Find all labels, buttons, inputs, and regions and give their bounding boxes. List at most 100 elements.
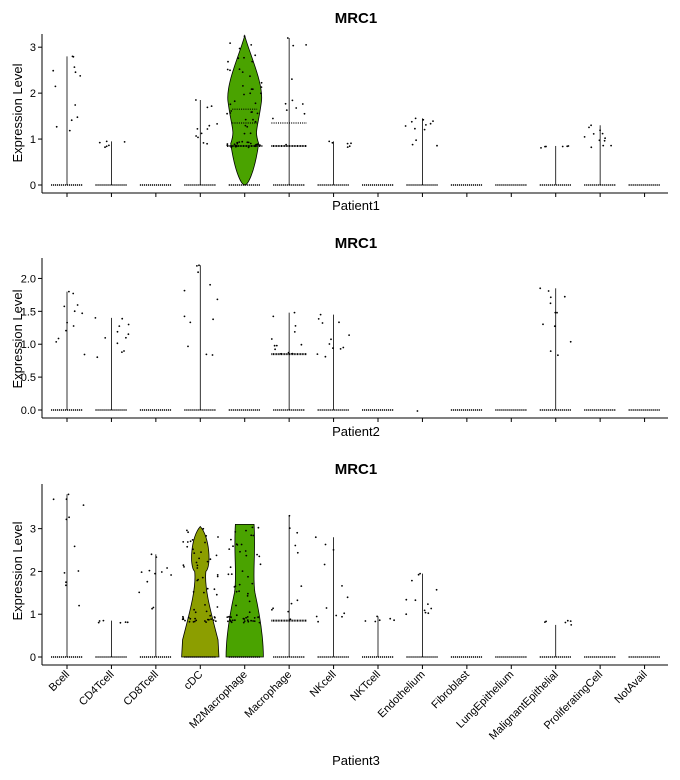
point (70, 119, 73, 122)
point (102, 619, 105, 622)
point (235, 614, 238, 617)
point (566, 619, 569, 622)
point (294, 325, 297, 327)
point (247, 620, 250, 623)
point (65, 581, 67, 584)
y-tick-label: 3 (30, 524, 36, 536)
point (248, 611, 251, 614)
point (259, 563, 262, 566)
y-axis-title: Expression Level (10, 63, 25, 162)
point (207, 618, 209, 621)
point (417, 573, 420, 576)
point (296, 531, 299, 534)
point (404, 125, 407, 127)
point (73, 545, 76, 548)
point (202, 142, 205, 144)
point (68, 516, 70, 519)
point (242, 85, 244, 87)
point (83, 353, 86, 356)
plot-area: 0.0 0.5 1.0 1.5 2.0 (21, 258, 668, 422)
y-tick-label: 2.0 (21, 273, 36, 285)
x-axis-title: Patient2 (332, 424, 380, 439)
point (376, 615, 378, 618)
point (425, 124, 427, 126)
point (301, 103, 304, 105)
point (429, 122, 432, 125)
point (234, 619, 236, 622)
x-tick-label: CD4Tcell (77, 669, 117, 709)
point (231, 619, 234, 622)
point (291, 78, 293, 80)
point (72, 55, 75, 58)
point (191, 539, 194, 541)
point (245, 554, 248, 557)
point (233, 100, 236, 103)
point (125, 336, 127, 339)
point (138, 591, 141, 594)
point (212, 318, 215, 321)
point (253, 620, 256, 622)
point (215, 554, 218, 557)
point (170, 574, 173, 576)
point (247, 592, 249, 595)
point (240, 543, 243, 546)
point (98, 620, 101, 622)
point (275, 344, 278, 347)
point (566, 145, 569, 148)
point (216, 123, 219, 125)
point (251, 526, 254, 529)
point (599, 129, 601, 132)
point (105, 140, 108, 143)
point (332, 347, 334, 349)
point (423, 609, 426, 612)
point (192, 548, 194, 551)
point (338, 321, 340, 324)
point (78, 604, 80, 607)
point (295, 107, 298, 109)
point (230, 616, 232, 618)
point (210, 105, 213, 107)
point (184, 619, 186, 622)
point (234, 531, 237, 533)
point (346, 596, 349, 599)
point (186, 541, 189, 543)
point (81, 312, 84, 315)
point (316, 353, 319, 355)
point (197, 136, 199, 139)
point (570, 624, 573, 626)
point (256, 553, 258, 556)
x-axis-title: Patient1 (332, 198, 380, 213)
point (271, 608, 273, 611)
point (256, 112, 259, 115)
point (195, 99, 197, 101)
point (250, 44, 253, 46)
point (183, 315, 186, 318)
point (249, 142, 252, 145)
panel-title: MRC1 (335, 461, 378, 478)
point (216, 575, 219, 578)
point (118, 325, 121, 327)
point (72, 325, 75, 327)
point (414, 127, 416, 130)
point (155, 556, 158, 558)
point (588, 126, 590, 129)
point (323, 563, 326, 566)
point (252, 534, 255, 537)
point (189, 321, 192, 324)
point (206, 587, 209, 590)
point (246, 125, 249, 128)
point (200, 551, 202, 553)
point (227, 573, 230, 576)
point (121, 351, 123, 353)
point (151, 607, 154, 610)
point (235, 604, 237, 607)
point (96, 356, 99, 359)
point (200, 132, 203, 135)
point (553, 325, 556, 328)
point (183, 289, 186, 292)
panel-patient2: MRC1 Expression Level Patient2 0.0 0.5 1.0… (10, 235, 668, 439)
y-tick-label: 2 (30, 88, 36, 100)
point (328, 343, 331, 345)
point (287, 610, 290, 613)
point (258, 555, 261, 558)
